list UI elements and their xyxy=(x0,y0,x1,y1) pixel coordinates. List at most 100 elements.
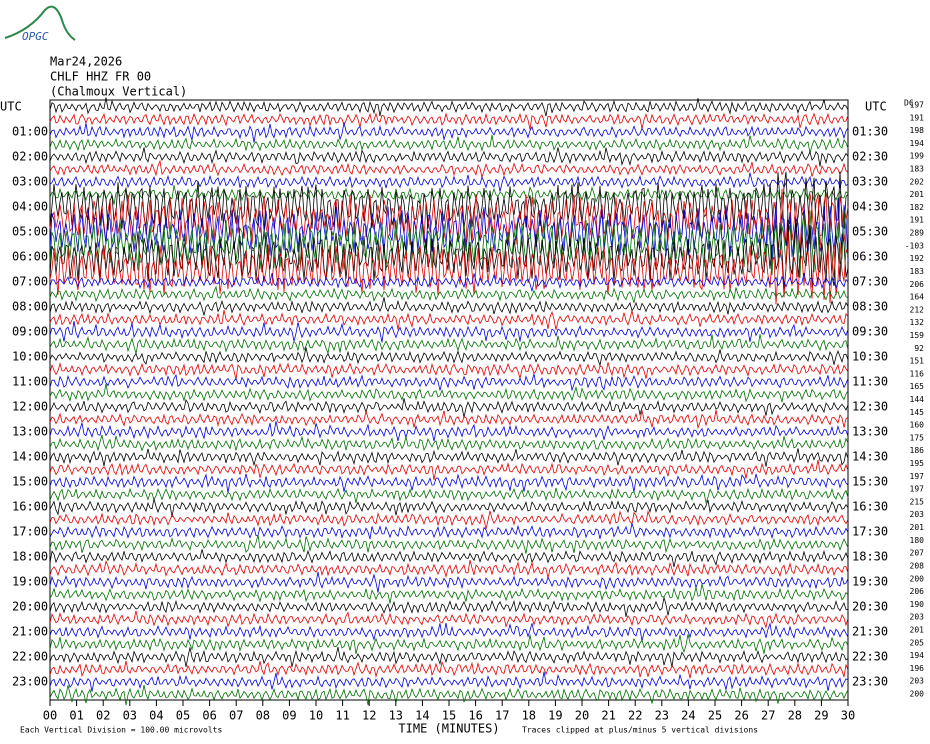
right-time-label: 23:30 xyxy=(852,675,888,689)
x-tick-label: 24 xyxy=(681,709,695,723)
offset-value: 175 xyxy=(910,433,925,442)
header-date: Mar24,2026 xyxy=(50,55,122,69)
left-time-label: 10:00 xyxy=(12,350,48,364)
left-time-label: 20:00 xyxy=(12,600,48,614)
left-time-label: 22:00 xyxy=(12,650,48,664)
left-time-label: 15:00 xyxy=(12,475,48,489)
left-time-label: 09:00 xyxy=(12,325,48,339)
right-time-label: 09:30 xyxy=(852,325,888,339)
offset-value: 201 xyxy=(910,190,925,199)
x-tick-label: 29 xyxy=(814,709,828,723)
trace xyxy=(49,231,849,305)
offset-value: 201 xyxy=(910,523,925,532)
offset-value: 132 xyxy=(910,318,925,327)
trace xyxy=(49,209,849,280)
footer-scale: Each Vertical Division = 100.00 microvol… xyxy=(20,726,222,735)
x-tick-label: 30 xyxy=(841,709,855,723)
trace xyxy=(49,622,849,642)
trace xyxy=(49,112,849,130)
offset-value: 206 xyxy=(910,280,925,289)
trace xyxy=(49,273,849,292)
left-time-label: 12:00 xyxy=(12,400,48,414)
trace xyxy=(49,549,849,568)
offset-value: 183 xyxy=(910,165,925,174)
offset-value: 197 xyxy=(910,101,925,110)
x-tick-label: 10 xyxy=(309,709,323,723)
offset-value: 197 xyxy=(910,485,925,494)
offset-value: 144 xyxy=(910,395,925,404)
left-axis-title: UTC xyxy=(0,100,22,114)
x-tick-label: 23 xyxy=(655,709,669,723)
trace xyxy=(49,498,849,518)
right-time-label: 17:30 xyxy=(852,525,888,539)
logo-curve xyxy=(4,5,76,41)
trace xyxy=(49,660,849,679)
x-tick-label: 00 xyxy=(43,709,57,723)
x-tick-label: 28 xyxy=(788,709,802,723)
right-time-label: 18:30 xyxy=(852,550,888,564)
offset-value: 212 xyxy=(910,305,925,314)
left-time-label: 05:00 xyxy=(12,225,48,239)
x-tick-label: 18 xyxy=(522,709,536,723)
offset-value: 180 xyxy=(910,536,925,545)
x-tick-label: 21 xyxy=(601,709,615,723)
offset-value: 198 xyxy=(910,126,925,135)
x-tick-label: 20 xyxy=(575,709,589,723)
trace xyxy=(49,583,849,604)
offset-value: 191 xyxy=(910,216,925,225)
left-time-label: 16:00 xyxy=(12,500,48,514)
right-time-label: 01:30 xyxy=(852,125,888,139)
header-channel: (Chalmoux Vertical) xyxy=(50,85,187,99)
offset-value: 194 xyxy=(910,139,925,148)
x-tick-label: 12 xyxy=(362,709,376,723)
offset-value: 202 xyxy=(910,177,925,186)
trace xyxy=(49,509,849,530)
trace xyxy=(49,448,849,467)
left-time-label: 23:00 xyxy=(12,675,48,689)
offset-value: 160 xyxy=(910,421,925,430)
trace xyxy=(49,147,849,167)
x-tick-label: 13 xyxy=(389,709,403,723)
left-time-label: 01:00 xyxy=(12,125,48,139)
trace xyxy=(49,534,849,554)
x-tick-label: 07 xyxy=(229,709,243,723)
x-tick-label: 06 xyxy=(202,709,216,723)
offset-value: 195 xyxy=(910,459,925,468)
left-time-label: 02:00 xyxy=(12,150,48,164)
x-tick-label: 17 xyxy=(495,709,509,723)
trace xyxy=(49,219,849,290)
trace xyxy=(49,334,849,355)
offset-value: 165 xyxy=(910,382,925,391)
offset-value: 196 xyxy=(910,664,925,673)
trace xyxy=(49,172,849,192)
right-time-label: 02:30 xyxy=(852,150,888,164)
offset-value: 203 xyxy=(910,677,925,686)
header-station: CHLF HHZ FR 00 xyxy=(50,70,151,84)
offset-value: 215 xyxy=(910,497,925,506)
right-time-label: 16:30 xyxy=(852,500,888,514)
offset-value: 203 xyxy=(910,510,925,519)
offset-value: 208 xyxy=(910,561,925,570)
logo: OPGC xyxy=(22,30,49,43)
right-time-label: 07:30 xyxy=(852,275,888,289)
trace xyxy=(49,97,849,117)
trace xyxy=(49,159,849,179)
x-tick-label: 22 xyxy=(628,709,642,723)
offset-value: 200 xyxy=(910,574,925,583)
x-tick-label: 11 xyxy=(335,709,349,723)
trace xyxy=(49,421,849,442)
offset-value: 200 xyxy=(910,690,925,699)
offset-value: 203 xyxy=(910,613,925,622)
left-time-label: 07:00 xyxy=(12,275,48,289)
trace xyxy=(49,188,849,254)
right-time-label: 08:30 xyxy=(852,300,888,314)
left-time-label: 08:00 xyxy=(12,300,48,314)
offset-value: 206 xyxy=(910,587,925,596)
right-time-label: 22:30 xyxy=(852,650,888,664)
offset-value: 116 xyxy=(910,369,925,378)
trace xyxy=(49,559,849,579)
trace xyxy=(49,571,849,593)
trace xyxy=(49,671,849,692)
trace xyxy=(49,646,849,668)
trace xyxy=(49,684,849,706)
